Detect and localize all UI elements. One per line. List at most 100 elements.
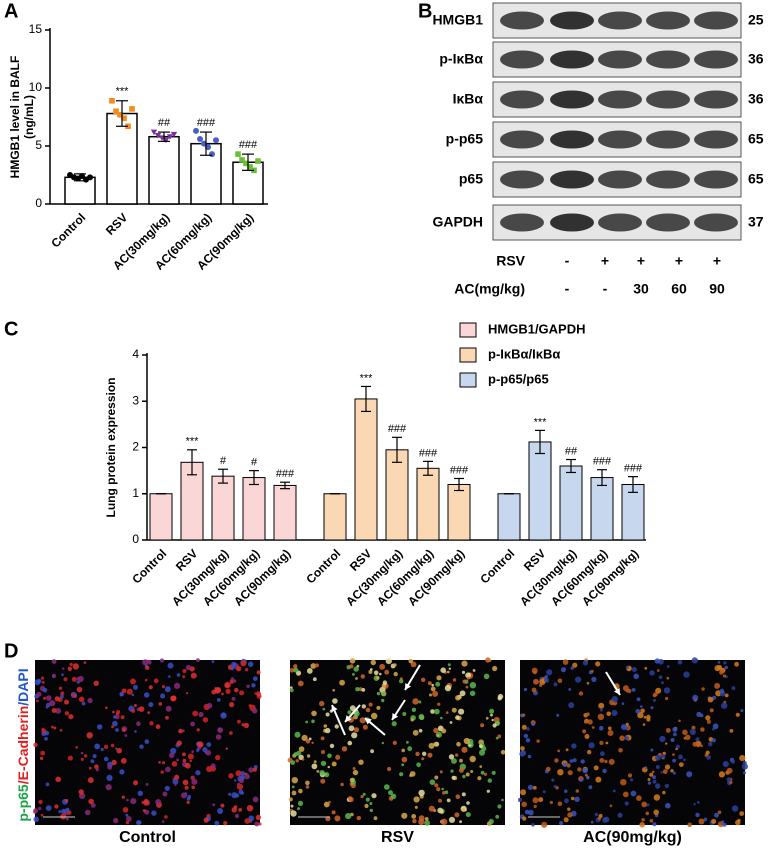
cell — [677, 659, 683, 665]
cell — [376, 705, 381, 710]
cell — [430, 686, 436, 692]
cell — [243, 722, 249, 729]
cell — [436, 787, 441, 792]
error-bar — [392, 436, 402, 463]
bar — [354, 398, 378, 541]
cell — [358, 759, 364, 765]
cell — [721, 702, 728, 709]
cell — [36, 691, 42, 697]
cell — [455, 715, 460, 720]
cell — [331, 761, 337, 767]
cell — [86, 732, 93, 739]
cell — [636, 697, 641, 702]
cell — [324, 772, 330, 778]
cell — [465, 772, 470, 777]
cell — [586, 776, 590, 780]
cell — [244, 668, 249, 672]
cell — [705, 715, 711, 721]
cell — [83, 661, 87, 664]
cell — [437, 702, 441, 706]
cell — [709, 708, 714, 713]
cell — [655, 754, 661, 761]
cell — [560, 667, 567, 673]
cell — [441, 787, 445, 791]
cell — [214, 687, 221, 694]
cell — [122, 807, 129, 813]
cell — [427, 752, 433, 758]
cell — [455, 794, 461, 799]
cell — [525, 738, 531, 743]
cell — [485, 716, 489, 720]
cell — [465, 685, 469, 689]
cell — [165, 715, 169, 720]
x-tick-label: RSV — [103, 210, 130, 237]
cell — [695, 812, 700, 818]
kda-label: 37 — [748, 214, 764, 230]
cell — [228, 792, 232, 796]
cell — [642, 723, 646, 726]
y-tick-label: 0 — [132, 532, 139, 546]
cell — [591, 726, 595, 729]
cell — [290, 804, 294, 808]
data-point — [129, 106, 135, 112]
cell — [171, 761, 178, 767]
cell — [220, 712, 227, 719]
blot-band — [694, 170, 738, 189]
cell — [672, 753, 675, 756]
blot-band — [550, 90, 594, 109]
cell — [360, 794, 364, 799]
cell — [69, 662, 73, 667]
cell — [724, 665, 728, 670]
cell — [661, 681, 664, 685]
cell — [541, 821, 548, 828]
cell — [122, 728, 126, 732]
cell — [76, 677, 80, 681]
cell — [45, 805, 52, 811]
cell — [325, 727, 331, 734]
bar — [242, 477, 266, 541]
cell — [138, 706, 145, 712]
cell — [95, 768, 99, 772]
cell — [651, 770, 655, 774]
cell — [151, 810, 157, 816]
cell — [521, 801, 527, 808]
cell — [401, 748, 406, 753]
cell — [625, 736, 629, 741]
x-tick-label: RSV — [347, 546, 374, 573]
cell — [67, 755, 73, 761]
cell — [184, 762, 191, 769]
kda-label: 25 — [748, 12, 764, 28]
cell — [606, 711, 611, 717]
x-tick-label: Control — [129, 546, 169, 586]
data-point — [166, 134, 174, 140]
cell — [448, 816, 456, 824]
panel-label: B — [418, 0, 432, 22]
cell — [354, 711, 360, 717]
cell — [436, 675, 442, 681]
cell — [434, 783, 439, 788]
cell — [401, 756, 408, 763]
cell — [440, 716, 443, 720]
y-tick-label: 1 — [132, 486, 139, 500]
cell — [726, 777, 732, 782]
cell — [115, 712, 120, 716]
arrow-head — [331, 705, 338, 712]
blot-band — [694, 213, 738, 232]
cell — [244, 773, 250, 780]
cell — [55, 707, 62, 714]
cell — [604, 759, 608, 764]
cell — [445, 711, 449, 714]
significance: ## — [158, 117, 171, 129]
cell — [653, 809, 659, 816]
cell — [719, 688, 725, 694]
cell — [433, 742, 438, 747]
significance: ### — [593, 456, 612, 468]
cell — [672, 758, 676, 763]
cell — [115, 747, 118, 750]
blot-band — [646, 11, 690, 30]
cell — [446, 798, 451, 803]
cell — [455, 753, 459, 757]
x-tick-label: Control — [477, 546, 517, 586]
cell — [418, 789, 425, 797]
cell — [230, 666, 234, 671]
